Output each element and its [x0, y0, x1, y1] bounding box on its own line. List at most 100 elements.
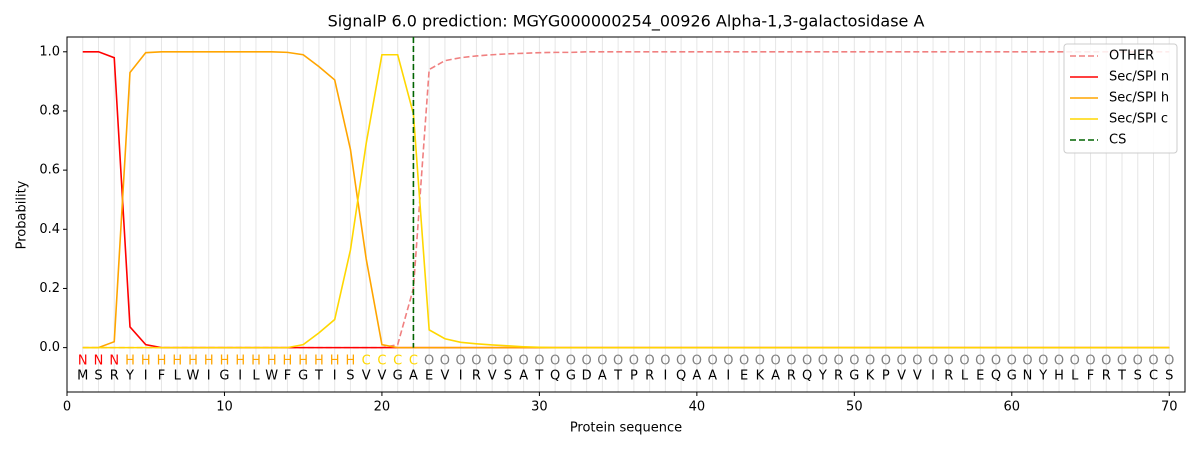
residue-label: O — [802, 354, 812, 369]
residue-label: H — [157, 354, 167, 369]
residue-label: H — [172, 354, 182, 369]
legend-label: CS — [1109, 133, 1126, 148]
x-tick-label: 70 — [1161, 400, 1178, 415]
residue-label: H — [283, 354, 293, 369]
residue-label: O — [1117, 354, 1127, 369]
series-line — [82, 50, 1170, 349]
residue-label: O — [692, 354, 702, 369]
residue-label: C — [362, 354, 371, 369]
residue: N — [1023, 369, 1033, 384]
residue-label: N — [109, 354, 119, 369]
residue-label: H — [220, 354, 230, 369]
residue-label: O — [629, 354, 639, 369]
residue-label: O — [676, 354, 686, 369]
residue-label: O — [849, 354, 859, 369]
residue-label: O — [912, 354, 922, 369]
residue-label: H — [346, 354, 356, 369]
residue: F — [1087, 369, 1094, 384]
residue: K — [756, 369, 765, 384]
residue-label: O — [566, 354, 576, 369]
residue: L — [252, 369, 260, 384]
residue: F — [284, 369, 291, 384]
residue-label: O — [1164, 354, 1174, 369]
residue: A — [598, 369, 607, 384]
residue-label: O — [739, 354, 749, 369]
residue: V — [440, 369, 449, 384]
residue: F — [158, 369, 165, 384]
residue-label: O — [1007, 354, 1017, 369]
residue-label: H — [141, 354, 151, 369]
residue-label: O — [1133, 354, 1143, 369]
residue: C — [1149, 369, 1158, 384]
residue-label: H — [314, 354, 324, 369]
residue: S — [346, 369, 354, 384]
legend-label: Sec/SPI h — [1109, 91, 1169, 106]
plot-frame — [66, 36, 1186, 393]
residue-label: C — [409, 354, 418, 369]
residue-label: C — [393, 354, 402, 369]
x-tick-label: 50 — [846, 400, 863, 415]
residue-label: O — [1085, 354, 1095, 369]
residue: G — [849, 369, 859, 384]
series-line — [82, 53, 1170, 349]
residue-label: O — [645, 354, 655, 369]
residue-label: C — [377, 354, 386, 369]
legend-label: Sec/SPI n — [1109, 70, 1169, 85]
x-tick-label: 40 — [689, 400, 706, 415]
residue: V — [897, 369, 906, 384]
x-tick-label: 10 — [216, 400, 233, 415]
residue: D — [582, 369, 592, 384]
residue: Y — [1038, 369, 1047, 384]
residue-label: H — [267, 354, 277, 369]
residue: A — [771, 369, 780, 384]
residue-label: H — [330, 354, 340, 369]
residue: Q — [676, 369, 686, 384]
residue: E — [740, 369, 748, 384]
residue: I — [726, 369, 730, 384]
residue: A — [519, 369, 528, 384]
residue-label: O — [770, 354, 780, 369]
residue: I — [144, 369, 148, 384]
residue-label: H — [235, 354, 245, 369]
residue: I — [333, 369, 337, 384]
residue: R — [645, 369, 654, 384]
residue: E — [425, 369, 433, 384]
residue-label: O — [865, 354, 875, 369]
residue-label: H — [188, 354, 198, 369]
residue-label: H — [125, 354, 135, 369]
residue-label: O — [597, 354, 607, 369]
residue: Y — [818, 369, 827, 384]
legend-label: OTHER — [1109, 49, 1154, 64]
residue: P — [630, 369, 638, 384]
residue: W — [265, 369, 278, 384]
residue: A — [692, 369, 701, 384]
residue: V — [362, 369, 371, 384]
y-tick-label: 0.0 — [39, 340, 60, 355]
series-line — [82, 50, 1170, 349]
residue: L — [961, 369, 969, 384]
residue: T — [1117, 369, 1126, 384]
residue-label: O — [881, 354, 891, 369]
residue-label: O — [1148, 354, 1158, 369]
residue-label: O — [1070, 354, 1080, 369]
residue-label: H — [251, 354, 261, 369]
residue: I — [459, 369, 463, 384]
residue-label: O — [503, 354, 513, 369]
residue: V — [488, 369, 497, 384]
residue: K — [866, 369, 875, 384]
residue: R — [834, 369, 843, 384]
residue: I — [931, 369, 935, 384]
residue-label: O — [424, 354, 434, 369]
series-line — [82, 50, 1170, 349]
residue: P — [882, 369, 890, 384]
residue-label: O — [896, 354, 906, 369]
residue: S — [94, 369, 102, 384]
residue: L — [1071, 369, 1079, 384]
y-tick-label: 0.6 — [39, 163, 60, 178]
residue: R — [1102, 369, 1111, 384]
residue-label: O — [723, 354, 733, 369]
residue: L — [174, 369, 182, 384]
residue-label: O — [534, 354, 544, 369]
residue: Y — [125, 369, 134, 384]
residue: G — [566, 369, 576, 384]
